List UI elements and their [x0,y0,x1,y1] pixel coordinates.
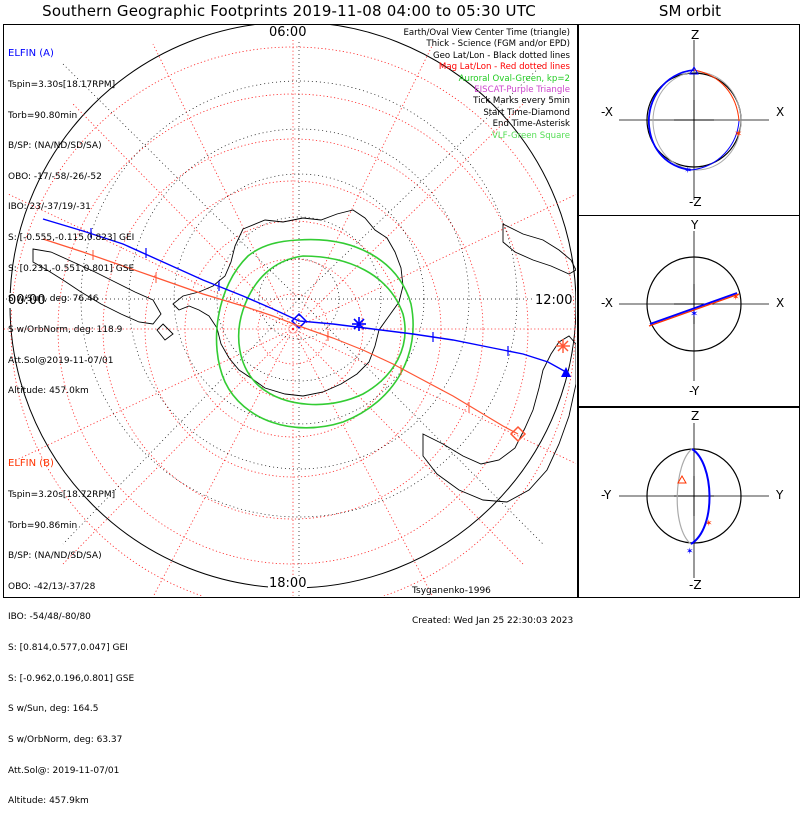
sm-xz-right-label: X [776,105,785,119]
legend-item: End Time-Asterisk [492,119,570,130]
legend-item: Geo Lat/Lon - Black dotted lines [432,50,570,61]
plot-title: Southern Geographic Footprints 2019-11-0… [42,2,536,20]
elfin-b-line: B/SP: (NA/ND/SD/SA) [8,551,102,562]
elfin-a-line: Torb=90.80min [8,110,78,121]
legend-item: Thick - Science (FGM and/or EPD) [426,39,570,50]
elfin-b-line: S w/Sun, deg: 164.5 [8,704,99,715]
elfin-b-line: S: [-0.962,0.196,0.801] GSE [8,673,135,684]
sm-xz-top-label: Z [691,28,700,42]
sm-yz-left-label: -Y [601,488,612,502]
legend-item: EISCAT-Purple Triangle [474,85,570,96]
elfin-b-line: S w/OrbNorm, deg: 63.37 [8,734,123,745]
elfin-b-name: ELFIN (B) [8,458,54,470]
footprint-map-frame [3,24,578,598]
sm-yz-right-label: Y [776,488,784,502]
sm-xy-bottom-label: -Y [689,384,700,398]
elfin-b-line: Att.Sol@: 2019-11-07/01 [8,765,120,776]
elfin-b-line: Torb=90.86min [8,520,78,531]
sm-xz-left-label: -X [601,105,613,119]
sm-xz-plot: ✶ ✶ [619,40,769,200]
sm-xy-left-label: -X [601,296,613,310]
sm-orbit-title: SM orbit [658,2,722,20]
elfin-b-line: Altitude: 457.9km [8,796,89,807]
elfin-a-line: S w/Sun, deg: 76.46 [8,294,99,305]
antarctica-coastline [172,209,404,397]
sm-yz-bottom-label: -Z [689,578,702,592]
map-legend: Earth/Oval View Center Time (triangle) T… [310,28,570,142]
clock-label-left: 00:00 [7,293,47,308]
sm-xy-plot: ✶ ✶ [619,231,769,381]
elfin-b-start-diamond [509,425,527,443]
sm-xy-right-label: X [776,296,785,310]
elfin-a-view-triangle [561,367,571,377]
svg-text:✶: ✶ [686,547,694,557]
elfin-b-end-asterisk [556,339,570,353]
elfin-a-line: S: [-0.555,-0.115,0.823] GEI [8,233,135,244]
svg-text:✶: ✶ [690,309,698,320]
elfin-a-line: Att.Sol@2019-11-07/01 [8,355,114,366]
elfin-b-line: IBO: -54/48/-80/80 [8,612,91,623]
elfin-b-line: OBO: -42/13/-37/28 [8,581,96,592]
svg-text:✶: ✶ [684,166,692,176]
clock-label-bottom: 18:00 [268,576,308,591]
svg-text:✶: ✶ [732,293,740,303]
svg-text:✶: ✶ [734,129,742,140]
elfin-b-footprint-track [42,238,519,435]
elfin-a-line: Altitude: 457.0km [8,386,89,397]
elfin-a-line: B/SP: (NA/ND/SD/SA) [8,141,102,152]
elfin-b-line: Tspin=3.20s[18.72RPM] [8,490,116,501]
legend-item: Auroral Oval-Green, kp=2 [458,73,570,84]
svg-text:✶: ✶ [705,519,713,529]
legend-item: Mag Lat/Lon - Red dotted lines [438,62,570,73]
credits: Tsyganenko-1996 Created: Wed Jan 25 22:3… [412,566,573,636]
elfin-a-line: S w/OrbNorm, deg: 118.9 [8,324,123,335]
australia-coastline [422,335,576,503]
sm-panel-yz: ✶ ✶ Z -Z -Y Y [578,407,800,598]
elfin-a-start-diamond [290,312,308,330]
sm-xz-bottom-label: -Z [689,195,702,209]
sm-panel-xy: ✶ ✶ Y -Y -X X [578,215,800,407]
sm-yz-top-label: Z [691,409,700,423]
legend-item: Tick Marks every 5min [473,96,570,107]
elfin-b-tick-marks [92,250,470,412]
legend-item: Start Time-Diamond [483,107,570,118]
elfin-a-info: ELFIN (A) Tspin=3.30s[18.17RPM] Torb=90.… [8,29,134,407]
legend-item: VLF-Green Square [491,130,570,141]
mag-lat-grid [3,24,576,596]
elfin-a-tick-marks [90,228,509,356]
south-america-coastline [32,248,174,341]
africa-coastline [502,223,576,275]
model-credit: Tsyganenko-1996 [412,586,491,596]
footprint-map [3,24,576,596]
elfin-a-end-asterisk [352,317,366,331]
elfin-a-line: OBO: -17/-58/-26/-52 [8,171,102,182]
auroral-oval-outer [215,238,414,429]
elfin-a-name: ELFIN (A) [8,48,54,60]
clock-label-top: 06:00 [268,25,308,40]
elfin-a-line: IBO: 23/-37/19/-31 [8,202,91,213]
sm-xy-top-label: Y [691,218,699,232]
legend-item: Earth/Oval View Center Time (triangle) [403,28,570,38]
created-timestamp: Created: Wed Jan 25 22:30:03 2023 [412,616,574,626]
clock-label-right: 12:00 [534,293,574,308]
elfin-a-line: Tspin=3.30s[18.17RPM] [8,80,116,91]
elfin-b-info: ELFIN (B) Tspin=3.20s[18.72RPM] Torb=90.… [8,439,134,817]
elfin-a-line: S: [0.231,-0.551,0.801] GSE [8,263,135,274]
sm-yz-plot: ✶ ✶ [619,423,769,578]
elfin-b-line: S: [0.814,0.577,0.047] GEI [8,643,128,654]
sm-panel-xz: ✶ ✶ Z -Z -X X [578,24,800,216]
auroral-oval-inner [237,255,406,406]
